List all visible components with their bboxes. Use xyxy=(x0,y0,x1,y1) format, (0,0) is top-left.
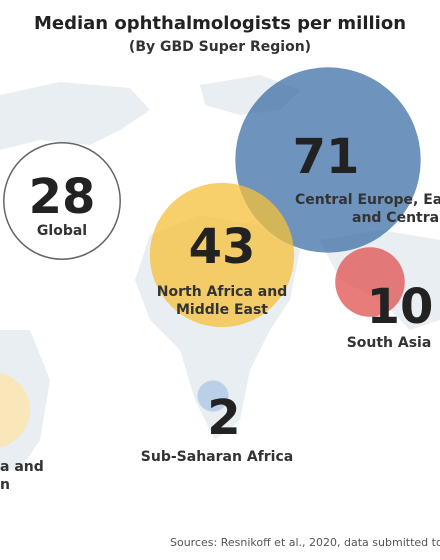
bubble-label: and Centra xyxy=(352,210,439,226)
bubble-value: 43 xyxy=(189,219,256,275)
bubble-label: Sub-Saharan Africa xyxy=(141,449,293,465)
bubble xyxy=(335,247,405,317)
bubble xyxy=(235,67,421,253)
bubble xyxy=(3,142,121,260)
bubble-label: a and xyxy=(0,459,44,475)
bubble-label: South Asia xyxy=(347,335,432,351)
bubble-value: 2 xyxy=(207,390,240,446)
bubble-label: n xyxy=(0,477,10,493)
bubble xyxy=(149,182,295,328)
bubble xyxy=(197,380,229,412)
source-note: Sources: Resnikoff et al., 2020, data su… xyxy=(170,536,440,549)
bubble-value: 10 xyxy=(367,279,434,335)
bubble-label: Global xyxy=(37,223,87,239)
bubble-label: North Africa and xyxy=(157,284,287,300)
bubble-value: 71 xyxy=(293,129,360,185)
bubble-label: Middle East xyxy=(176,302,268,318)
chart-title: Median ophthalmologists per million xyxy=(34,13,406,34)
chart-subtitle: (By GBD Super Region) xyxy=(129,39,311,55)
bubble xyxy=(0,372,30,448)
bubble-label: Central Europe, Eas xyxy=(295,192,440,208)
bubble-value: 28 xyxy=(29,169,96,225)
